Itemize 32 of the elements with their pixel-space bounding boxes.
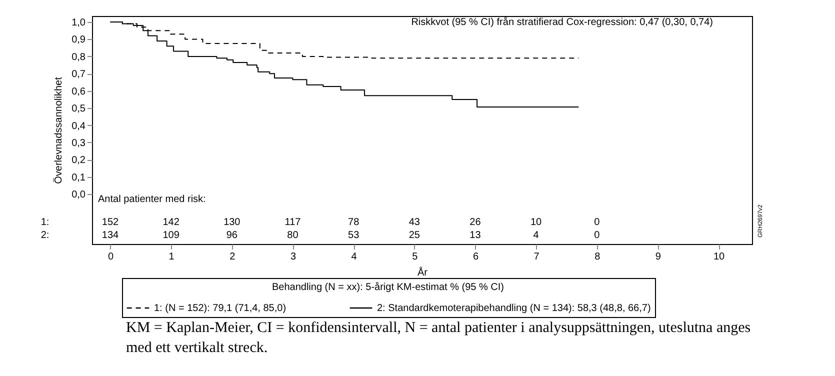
y-tick-label: 0,7 bbox=[72, 69, 86, 80]
x-tick-label: 2 bbox=[230, 252, 236, 262]
legend-label: 2: Standardkemoterapibehandling (N = 134): 58,3 (48,8, 66,7) bbox=[377, 303, 651, 314]
y-tick-label: 0,1 bbox=[72, 172, 86, 184]
x-tick-label: 3 bbox=[290, 252, 296, 262]
y-tick-label: 0,0 bbox=[72, 190, 86, 201]
x-tick-label: 1 bbox=[168, 252, 175, 262]
annotation: Riskkvot (95 % CI) från stratifierad Cox-regression: 0,47 (0,30, 0,74) bbox=[411, 16, 713, 28]
x-axis-title: År bbox=[418, 266, 428, 278]
legend-label: 1: (N = 152): 79,1 (71,4, 85,0) bbox=[154, 303, 286, 314]
x-tick-label: 7 bbox=[534, 252, 540, 262]
x-tick-label: 4 bbox=[351, 252, 358, 262]
y-tick-label: 0,9 bbox=[72, 34, 86, 46]
legend-title: Behandling (N = xx): 5-årigt KM-estimat % (95 % CI) bbox=[272, 281, 504, 293]
y-tick-label: 1,0 bbox=[72, 18, 86, 29]
x-tick-label: 10 bbox=[713, 252, 726, 262]
x-tick-label: 5 bbox=[412, 252, 418, 262]
text: KM = Kaplan-Meier, CI = konfidensintervall, N = antal patienter i analysuppsättningen, uteslutna anges med ett vertikalt streck. bbox=[126, 319, 752, 358]
y-tick-label: 0,3 bbox=[72, 138, 86, 149]
y-tick-label: 0,8 bbox=[72, 52, 86, 63]
y-axis-title: Överlevnadssannolikhet bbox=[52, 76, 65, 184]
x-tick-label: 6 bbox=[472, 252, 479, 262]
x-tick-label: 8 bbox=[594, 252, 601, 262]
y-tick-label: 0,2 bbox=[72, 155, 86, 166]
x-tick-label: 0 bbox=[108, 252, 114, 262]
x-tick-label: 9 bbox=[655, 252, 662, 262]
y-tick-label: 0,4 bbox=[72, 120, 86, 132]
y-tick-label: 0,5 bbox=[72, 104, 86, 115]
text: 1: 152 142 130 117 78 43 26 10 0 bbox=[40, 217, 600, 228]
y-tick-label: 0,6 bbox=[72, 86, 86, 98]
annotation: Antal patienter med risk: bbox=[98, 194, 206, 205]
text: 2: 134 109 96 80 53 25 13 4 0 bbox=[40, 230, 600, 241]
